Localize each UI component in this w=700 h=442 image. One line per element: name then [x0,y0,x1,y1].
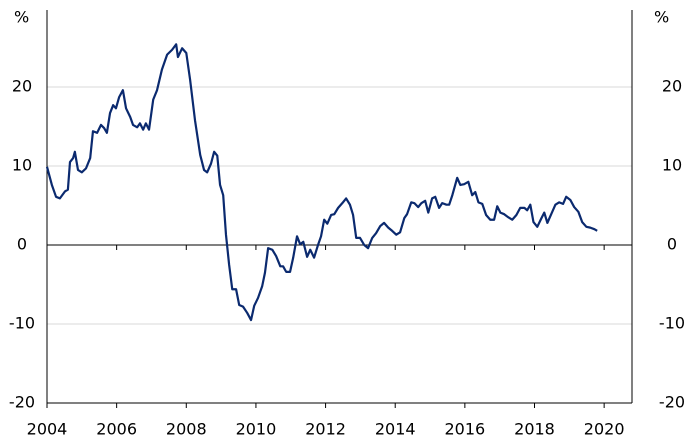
y-tick-label: -20 [9,393,35,412]
y-tick-label: 0 [17,235,27,254]
y2-tick-label: -10 [659,314,685,333]
x-tick-label: 2008 [166,420,207,439]
y2-tick-label: 10 [662,156,682,175]
y2-unit-label: % [654,8,669,27]
x-tick-label: 2012 [305,420,346,439]
y2-tick-label: 0 [667,235,677,254]
x-tick-label: 2014 [375,420,416,439]
y2-tick-label: -20 [659,393,685,412]
x-tick-label: 2018 [514,420,555,439]
y-unit-label: % [14,8,29,27]
y-tick-label: 20 [12,77,32,96]
x-tick-label: 2004 [27,420,68,439]
x-tick-label: 2010 [236,420,277,439]
y-tick-label: 10 [12,156,32,175]
x-tick-label: 2020 [584,420,625,439]
x-tick-label: 2016 [444,420,485,439]
y2-tick-label: 20 [662,77,682,96]
x-tick-label: 2006 [96,420,137,439]
y-tick-label: -10 [9,314,35,333]
data-line [45,43,598,322]
